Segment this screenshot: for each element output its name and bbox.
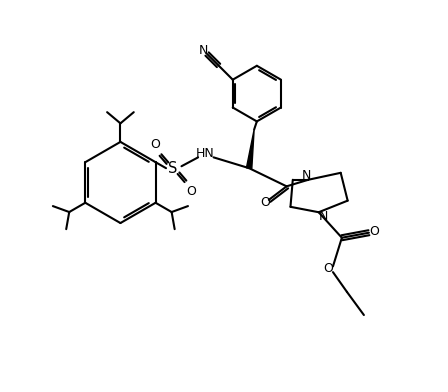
Text: S: S (168, 161, 178, 176)
Text: O: O (186, 185, 196, 198)
Text: O: O (370, 225, 379, 238)
Text: N: N (199, 44, 208, 57)
Text: N: N (302, 169, 311, 181)
Text: O: O (323, 262, 333, 275)
Text: O: O (260, 196, 270, 209)
Text: O: O (150, 138, 160, 151)
Polygon shape (246, 129, 254, 169)
Text: N: N (319, 210, 328, 223)
Text: HN: HN (195, 147, 214, 160)
